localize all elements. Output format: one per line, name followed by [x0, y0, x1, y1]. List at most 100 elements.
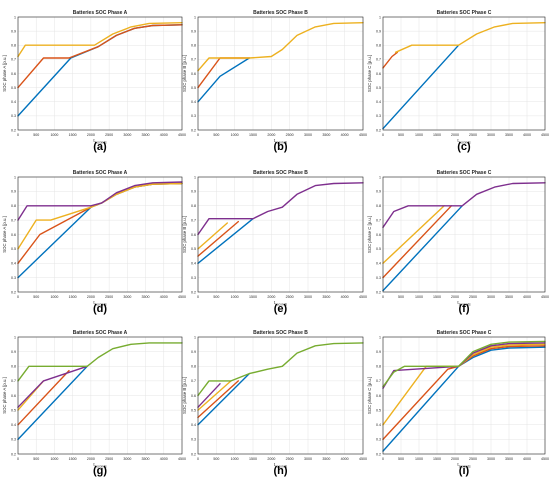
x-tick-label: 3500 — [505, 295, 513, 299]
chart-panel: 0 500 1000 1500 2000 2500 3000 3500 4000 4500 0.2 0… — [2, 10, 186, 153]
y-tick-label: 0.3 — [191, 114, 196, 118]
x-tick-label: 3000 — [304, 133, 312, 137]
y-tick-label: 0.4 — [191, 262, 196, 266]
x-tick-label: 500 — [398, 295, 404, 299]
series-line — [197, 380, 240, 419]
y-tick-label: 0.5 — [11, 408, 16, 412]
y-tick-label: 0.5 — [191, 86, 196, 90]
axes-box — [17, 16, 183, 131]
y-tick-label: 0.9 — [11, 190, 16, 194]
x-tick-label: 4500 — [359, 133, 367, 137]
x-tick-label: 2500 — [469, 133, 477, 137]
x-tick-label: 3500 — [322, 295, 330, 299]
x-tick-label: 2500 — [469, 295, 477, 299]
x-tick-label: 4000 — [160, 457, 168, 461]
series-line — [197, 372, 251, 426]
y-tick-label: 0.4 — [11, 100, 16, 104]
y-tick-label: 0.7 — [376, 218, 381, 222]
x-axis-label: tseconds — [274, 138, 288, 144]
x-tick-label: 500 — [33, 457, 39, 461]
y-tick-label: 0.8 — [11, 204, 16, 208]
series-line — [382, 205, 445, 264]
y-tick-label: 0.6 — [191, 394, 196, 398]
y-tick-label: 0.2 — [376, 128, 381, 132]
x-tick-label: 3000 — [123, 133, 131, 137]
y-tick-label: 0.7 — [376, 58, 381, 62]
chart-title: Batteries SOC Phase A — [73, 170, 128, 176]
y-tick-label: 0.9 — [191, 29, 196, 33]
x-tick-label: 0 — [382, 295, 384, 299]
x-tick-label: 3000 — [487, 295, 495, 299]
x-tick-label: 500 — [398, 133, 404, 137]
x-tick-label: 4500 — [541, 133, 549, 137]
panel-label: (g) — [93, 465, 107, 477]
chart-panel: 0 500 1000 1500 2000 2500 3000 3500 4000 4500 0.2 0… — [182, 330, 367, 477]
chart-title: Batteries SOC Phase B — [253, 170, 308, 176]
y-tick-label: 0.3 — [376, 276, 381, 280]
y-tick-label: 0.4 — [376, 423, 381, 427]
y-tick-label: 0.7 — [11, 379, 16, 383]
y-tick-label: 0.7 — [191, 218, 196, 222]
y-tick-label: 1 — [379, 335, 381, 339]
y-tick-label: 0.9 — [191, 350, 196, 354]
y-tick-label: 0.2 — [376, 452, 381, 456]
x-tick-label: 1500 — [69, 133, 77, 137]
x-tick-label: 4000 — [341, 295, 349, 299]
y-tick-label: 0.7 — [376, 379, 381, 383]
series-line — [17, 22, 183, 58]
x-tick-label: 3000 — [123, 457, 131, 461]
x-axis-label: tseconds — [274, 300, 288, 306]
y-tick-label: 0.3 — [191, 276, 196, 280]
series-line — [17, 24, 183, 89]
x-axis-label: tseconds — [457, 300, 471, 306]
x-tick-label: 1500 — [433, 457, 441, 461]
series-line — [382, 51, 399, 69]
x-tick-label: 2500 — [469, 457, 477, 461]
x-tick-label: 2000 — [267, 133, 275, 137]
series-line — [382, 205, 463, 292]
panel-label: (f) — [459, 303, 470, 315]
x-tick-label: 1000 — [415, 133, 423, 137]
x-tick-label: 2500 — [105, 133, 113, 137]
y-tick-label: 0.2 — [11, 128, 16, 132]
series-line — [197, 342, 364, 397]
chart-title: Batteries SOC Phase B — [253, 330, 308, 336]
x-tick-label: 4500 — [178, 457, 186, 461]
x-axis-label: tseconds — [93, 462, 107, 468]
panel-label: (a) — [93, 141, 107, 153]
x-tick-label: 0 — [17, 295, 19, 299]
y-tick-label: 0.3 — [11, 276, 16, 280]
y-tick-label: 0.3 — [376, 114, 381, 118]
y-tick-label: 0.5 — [191, 408, 196, 412]
x-tick-label: 4500 — [178, 133, 186, 137]
axes-box — [197, 176, 364, 293]
y-tick-label: 0.7 — [191, 379, 196, 383]
y-tick-label: 0.6 — [191, 233, 196, 237]
axes-box — [197, 16, 364, 131]
x-tick-label: 4500 — [359, 457, 367, 461]
series-line — [382, 346, 546, 452]
y-tick-label: 0.5 — [191, 247, 196, 251]
x-tick-label: 1000 — [231, 457, 239, 461]
y-tick-label: 0.5 — [376, 247, 381, 251]
y-tick-label: 0.9 — [11, 350, 16, 354]
y-tick-label: 1 — [379, 175, 381, 179]
x-tick-label: 1000 — [231, 295, 239, 299]
x-axis-label: tseconds — [457, 462, 471, 468]
y-tick-label: 0.9 — [376, 350, 381, 354]
panel-label: (c) — [457, 141, 471, 153]
y-axis-label: SOC phase B [p.u.] — [182, 55, 187, 92]
panel-label: (h) — [273, 465, 287, 477]
series-line — [197, 182, 364, 236]
y-tick-label: 0.5 — [11, 247, 16, 251]
x-tick-label: 500 — [213, 133, 219, 137]
y-tick-label: 0.6 — [191, 72, 196, 76]
series-line — [17, 369, 70, 426]
x-tick-label: 0 — [17, 457, 19, 461]
x-tick-label: 500 — [33, 133, 39, 137]
x-tick-label: 1000 — [415, 295, 423, 299]
x-tick-label: 1000 — [415, 457, 423, 461]
series-line — [382, 182, 546, 229]
chart-panel: 0 500 1000 1500 2000 2500 3000 3500 4000 4500 0.2 0… — [2, 330, 186, 477]
